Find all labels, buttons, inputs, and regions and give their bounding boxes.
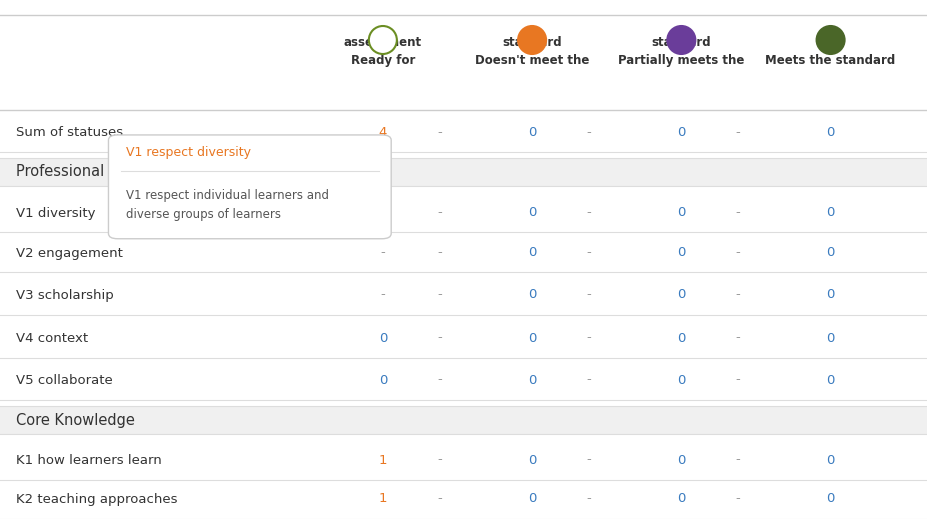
Ellipse shape [667,26,695,54]
Text: -: - [380,207,386,220]
Text: 0: 0 [677,207,686,220]
Text: -: - [437,289,442,302]
Ellipse shape [369,26,397,54]
Text: 0: 0 [527,247,537,260]
Text: 0: 0 [527,289,537,302]
Text: 0: 0 [677,454,686,467]
Text: -: - [437,374,442,387]
Text: -: - [735,374,741,387]
Text: -: - [735,289,741,302]
Text: V3 scholarship: V3 scholarship [16,289,113,302]
Text: 0: 0 [527,127,537,140]
Text: -: - [735,207,741,220]
Text: Partially meets the: Partially meets the [618,54,744,67]
Text: Sum of statuses: Sum of statuses [16,127,123,140]
Text: 0: 0 [677,493,686,506]
Text: -: - [437,247,442,260]
Text: 0: 0 [677,127,686,140]
Text: -: - [437,207,442,220]
Text: -: - [380,289,386,302]
Text: 1: 1 [378,493,387,506]
FancyBboxPatch shape [108,135,391,239]
Text: 0: 0 [826,493,835,506]
Text: 0: 0 [826,127,835,140]
Text: K2 teaching approaches: K2 teaching approaches [16,493,177,506]
Text: V5 collaborate: V5 collaborate [16,374,112,387]
Text: -: - [586,454,591,467]
Text: Ready for: Ready for [350,54,415,67]
Text: -: - [437,493,442,506]
Text: Core Knowledge: Core Knowledge [16,413,134,428]
Text: -: - [586,247,591,260]
Text: 4: 4 [378,127,387,140]
Text: V1 respect individual learners and
diverse groups of learners: V1 respect individual learners and diver… [126,189,329,221]
Text: -: - [437,127,442,140]
Text: -: - [735,493,741,506]
Text: Professional Values: Professional Values [16,165,157,180]
Text: Meets the standard: Meets the standard [766,54,895,67]
FancyBboxPatch shape [0,406,927,434]
Text: 0: 0 [826,454,835,467]
Text: -: - [735,332,741,345]
Text: standard: standard [502,36,562,49]
Text: 0: 0 [378,374,387,387]
Text: 0: 0 [527,454,537,467]
Text: 0: 0 [677,247,686,260]
Text: 0: 0 [677,374,686,387]
Text: -: - [380,247,386,260]
Text: 0: 0 [677,289,686,302]
Text: 1: 1 [378,454,387,467]
Text: assessment: assessment [344,36,422,49]
Text: V4 context: V4 context [16,332,88,345]
Text: -: - [586,332,591,345]
Text: -: - [437,332,442,345]
Text: 0: 0 [527,374,537,387]
Text: 0: 0 [826,289,835,302]
Text: -: - [735,454,741,467]
Text: 0: 0 [527,207,537,220]
Text: 0: 0 [826,374,835,387]
Text: -: - [586,127,591,140]
Text: V2 engagement: V2 engagement [16,247,122,260]
Text: -: - [586,289,591,302]
Text: 0: 0 [826,207,835,220]
Text: V1 respect diversity: V1 respect diversity [126,145,251,159]
Ellipse shape [518,26,546,54]
Text: -: - [735,127,741,140]
Text: 0: 0 [527,332,537,345]
FancyBboxPatch shape [0,158,927,186]
Text: 0: 0 [527,493,537,506]
Text: 0: 0 [378,332,387,345]
Text: -: - [735,247,741,260]
Text: -: - [586,207,591,220]
Text: 0: 0 [826,247,835,260]
Text: V1 diversity: V1 diversity [16,207,95,220]
Text: -: - [586,493,591,506]
Text: 0: 0 [826,332,835,345]
Text: -: - [586,374,591,387]
Text: Doesn't meet the: Doesn't meet the [475,54,590,67]
Text: K1 how learners learn: K1 how learners learn [16,454,161,467]
Ellipse shape [817,26,844,54]
Text: standard: standard [652,36,711,49]
Text: 0: 0 [677,332,686,345]
Text: -: - [437,454,442,467]
